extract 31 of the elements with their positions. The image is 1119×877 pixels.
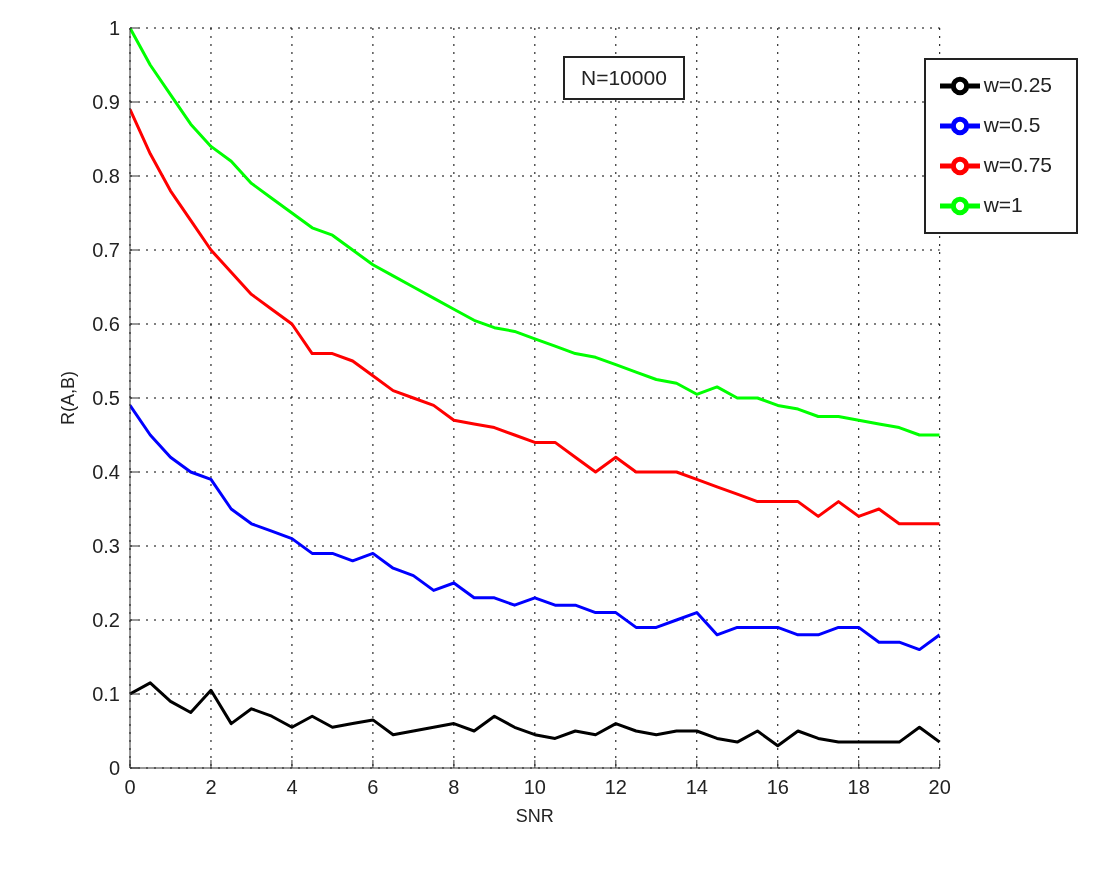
x-tick-label: 6	[367, 776, 379, 799]
y-tick-label: 0.5	[92, 387, 120, 410]
y-tick-label: 0.1	[92, 683, 120, 706]
x-tick-label: 10	[523, 776, 546, 799]
x-tick-label: 4	[286, 776, 298, 799]
y-axis-title: R(A,B)	[58, 371, 79, 425]
x-tick-label: 0	[124, 776, 136, 799]
y-tick-label: 0.9	[92, 91, 120, 114]
x-tick-label: 2	[205, 776, 217, 799]
x-tick-label: 18	[847, 776, 870, 799]
y-tick-label: 0.8	[92, 165, 120, 188]
x-tick-label: 12	[604, 776, 627, 799]
annotation: N=10000	[563, 56, 685, 100]
legend-label: w=1	[983, 192, 1023, 216]
y-tick-label: 0.2	[92, 609, 120, 632]
y-tick-label: 0.3	[92, 535, 120, 558]
x-tick-label: 16	[766, 776, 789, 799]
y-tick-label: 0	[108, 757, 120, 780]
y-tick-label: 0.7	[92, 239, 120, 262]
x-tick-label: 8	[448, 776, 460, 799]
legend-label: w=0.25	[983, 72, 1052, 96]
x-tick-label: 14	[685, 776, 708, 799]
y-tick-label: 0.6	[92, 313, 120, 336]
x-axis-title: SNR	[515, 806, 554, 826]
legend-label: w=0.5	[983, 112, 1041, 136]
line-series	[130, 107, 940, 526]
legend-label: w=0.75	[983, 152, 1052, 176]
y-tick-label: 1	[108, 17, 120, 40]
y-tick-label: 0.4	[92, 461, 120, 484]
line-series	[130, 403, 940, 652]
x-tick-label: 20	[928, 776, 951, 799]
